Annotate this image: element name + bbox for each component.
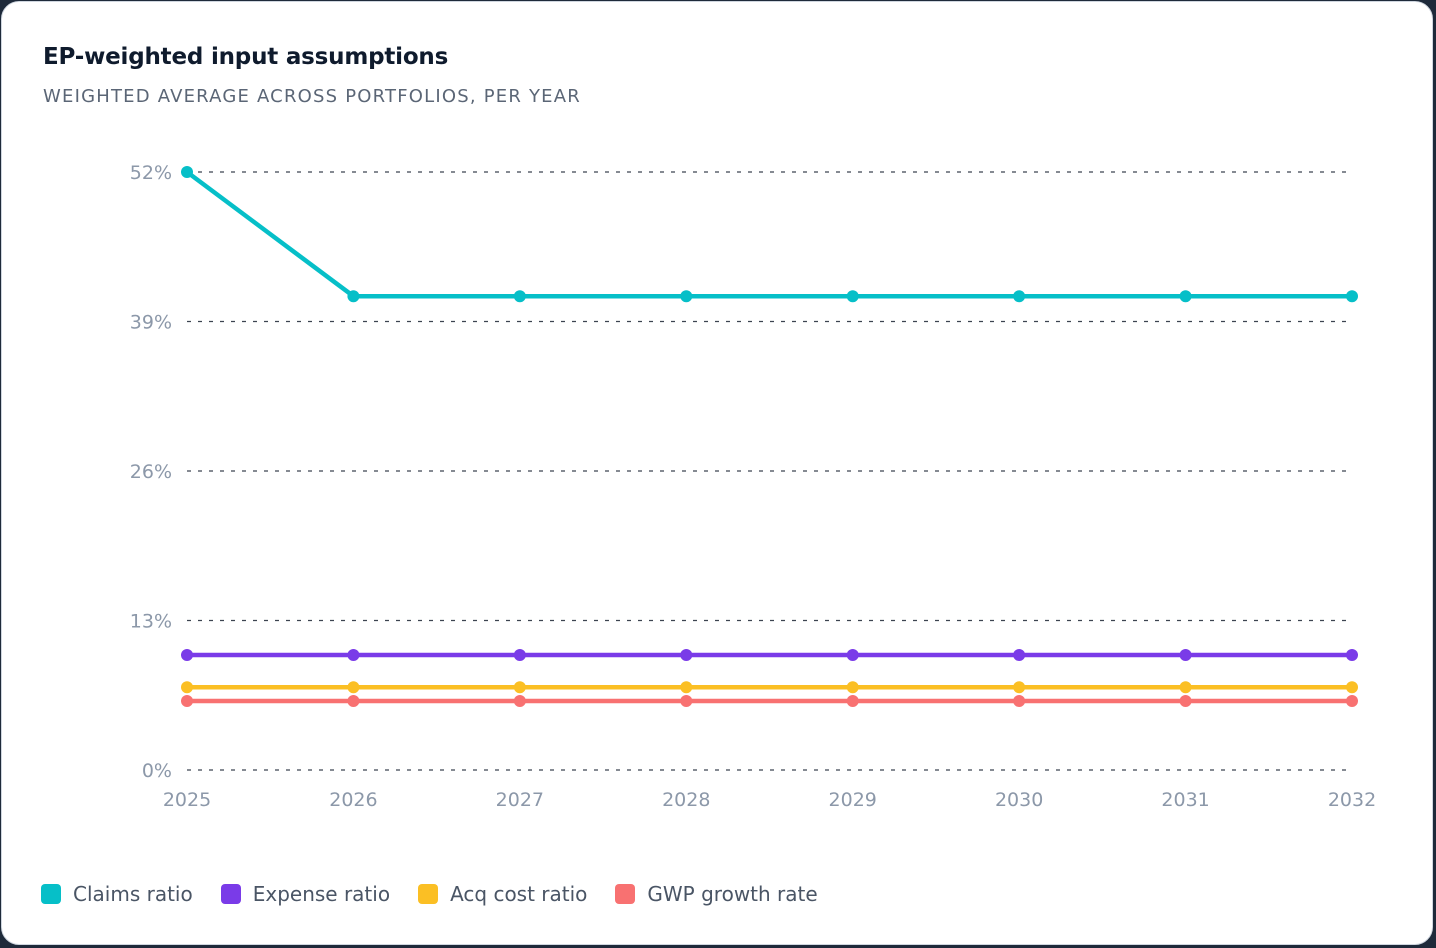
data-point[interactable] [680, 290, 693, 303]
data-point[interactable] [513, 290, 526, 303]
y-tick-label: 52% [130, 162, 172, 184]
x-tick-label: 2029 [829, 789, 877, 811]
data-point[interactable] [1346, 290, 1358, 303]
legend-item[interactable]: Acq cost ratio [418, 882, 587, 906]
data-point[interactable] [513, 681, 526, 694]
y-tick-label: 39% [130, 312, 172, 334]
data-point[interactable] [846, 681, 859, 694]
data-point[interactable] [513, 695, 526, 707]
legend-label: Claims ratio [73, 882, 193, 906]
legend-item[interactable]: GWP growth rate [615, 882, 818, 906]
legend-item[interactable]: Claims ratio [41, 882, 193, 906]
legend-label: GWP growth rate [647, 882, 818, 906]
grid-lines [187, 171, 1352, 771]
x-tick-label: 2026 [329, 789, 377, 811]
legend-swatch [615, 884, 636, 904]
series-acq-cost-ratio [181, 681, 1358, 694]
data-point[interactable] [347, 695, 360, 707]
data-point[interactable] [846, 649, 859, 661]
x-tick-label: 2032 [1328, 789, 1376, 811]
x-tick-label: 2030 [995, 789, 1043, 811]
x-tick-label: 2027 [496, 789, 544, 811]
data-point[interactable] [181, 649, 193, 661]
data-point[interactable] [347, 290, 360, 303]
data-point[interactable] [1179, 649, 1192, 661]
x-axis-ticks: 2025 2026 2027 2028 2029 2030 2031 2032 [163, 789, 1376, 811]
data-point[interactable] [1179, 695, 1192, 707]
data-point[interactable] [181, 166, 193, 178]
x-tick-label: 2031 [1161, 789, 1209, 811]
chart-title: EP-weighted input assumptions [43, 44, 449, 70]
legend-item[interactable]: Expense ratio [220, 882, 391, 906]
legend-label: Expense ratio [252, 882, 391, 906]
y-tick-label: 26% [130, 461, 172, 483]
x-tick-label: 2028 [662, 789, 710, 811]
data-point[interactable] [680, 681, 693, 694]
data-point[interactable] [1346, 695, 1358, 707]
data-point[interactable] [181, 681, 193, 694]
x-tick-label: 2025 [163, 789, 211, 811]
y-axis-ticks: 0% 13% 26% 39% 52% [130, 162, 172, 782]
series-lines [181, 166, 1358, 707]
data-point[interactable] [846, 290, 859, 303]
data-point[interactable] [1179, 290, 1192, 303]
legend: Claims ratio Expense ratio Acq cost ratio G… [41, 882, 818, 906]
y-tick-label: 13% [130, 611, 172, 633]
data-point[interactable] [680, 695, 693, 707]
data-point[interactable] [846, 695, 859, 707]
series-claims-ratio [181, 166, 1358, 303]
data-point[interactable] [347, 649, 360, 661]
data-point[interactable] [1013, 649, 1026, 661]
legend-swatch [41, 884, 61, 904]
data-point[interactable] [1013, 695, 1026, 707]
data-point[interactable] [347, 681, 360, 694]
series-gwp-growth-rate [181, 695, 1358, 707]
data-point[interactable] [1179, 681, 1192, 694]
y-tick-label: 0% [142, 760, 172, 782]
data-point[interactable] [513, 649, 526, 661]
series-expense-ratio [181, 649, 1358, 661]
data-point[interactable] [181, 695, 193, 707]
data-point[interactable] [1346, 681, 1358, 694]
data-point[interactable] [680, 649, 693, 661]
data-point[interactable] [1013, 681, 1026, 694]
legend-label: Acq cost ratio [450, 882, 588, 906]
legend-swatch [220, 884, 241, 904]
chart-subtitle: WEIGHTED AVERAGE ACROSS PORTFOLIOS, PER … [43, 86, 581, 107]
series-line [184, 169, 1355, 299]
data-point[interactable] [1013, 290, 1026, 303]
legend-swatch [418, 884, 439, 904]
data-point[interactable] [1346, 649, 1358, 661]
